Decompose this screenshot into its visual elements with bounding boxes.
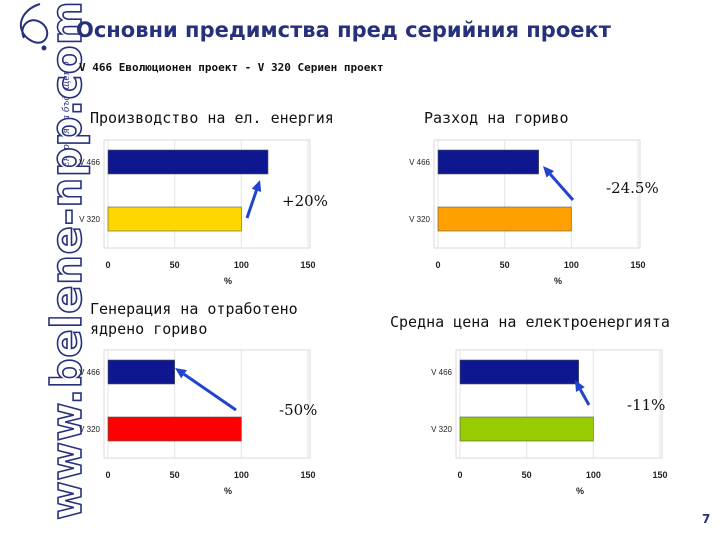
page-number: 7 (702, 512, 711, 526)
x-tick-label: 150 (300, 260, 315, 270)
bar-v320 (437, 206, 572, 232)
chart-average-electricity-price: 0 50 100 150% V 466 V 320 (431, 349, 668, 496)
company-logo-icon (19, 3, 49, 51)
x-axis-label: % (224, 486, 232, 496)
change-label-spent-fuel: -50% (279, 401, 318, 419)
plot-frame (103, 139, 311, 249)
chart-fuel-consumption: 0 50 100 150% V 466 V 320 (409, 139, 646, 286)
slide-subtitle: V 466 Еволюционен проект - V 320 Сериен … (79, 61, 384, 74)
heading-average-electricity-price: Средна цена на електроенергията (390, 313, 670, 331)
bar-v466 (107, 149, 269, 175)
x-tick-label: 150 (630, 260, 645, 270)
bar-v466 (437, 149, 539, 175)
category-label: V 466 (79, 158, 100, 167)
arrow-icon (175, 368, 237, 412)
arrow-icon (543, 166, 575, 201)
x-tick-label: 100 (564, 260, 579, 270)
category-label: V 320 (431, 425, 452, 434)
plot-frame (103, 349, 311, 459)
x-axis-label: % (224, 276, 232, 286)
x-tick-label: 50 (522, 470, 532, 480)
x-tick-label: 150 (652, 470, 667, 480)
plot-frame (433, 139, 641, 249)
x-tick-label: 0 (457, 470, 462, 480)
change-label-fuel: -24.5% (606, 179, 659, 197)
x-tick-label: 50 (170, 470, 180, 480)
x-axis-label: % (576, 486, 584, 496)
x-tick-label: 0 (105, 260, 110, 270)
category-label: V 466 (431, 368, 452, 377)
category-label: V 466 (409, 158, 430, 167)
heading-spent-fuel-generation: Генерация на отработено ядрено гориво (90, 300, 298, 338)
bar-v466 (459, 359, 579, 385)
category-label: V 466 (79, 368, 100, 377)
bar-v320 (107, 416, 242, 442)
x-axis-label: % (554, 276, 562, 286)
category-label: V 320 (79, 425, 100, 434)
category-label: V 320 (409, 215, 430, 224)
category-label: V 320 (79, 215, 100, 224)
arrow-icon (245, 180, 262, 219)
plot-frame (455, 349, 663, 459)
chart-electricity-production: 0 50 100 150% V 466 V 320 (79, 139, 316, 286)
x-tick-label: 50 (500, 260, 510, 270)
heading-electricity-production: Производство на ел. енергия (90, 109, 334, 127)
sidebar: Енергия за бъдещето www.belene-npp.com (0, 0, 92, 540)
slide-title: Основни предимства пред серийния проект (76, 18, 611, 42)
x-tick-label: 0 (105, 470, 110, 480)
x-tick-label: 0 (435, 260, 440, 270)
x-tick-label: 100 (234, 260, 249, 270)
arrow-icon (575, 380, 591, 406)
x-tick-label: 100 (234, 470, 249, 480)
x-tick-label: 150 (300, 470, 315, 480)
bar-v466 (107, 359, 175, 385)
bar-v320 (107, 206, 242, 232)
change-label-price: -11% (627, 396, 666, 414)
heading-fuel-consumption: Разход на гориво (424, 109, 569, 127)
x-tick-label: 50 (170, 260, 180, 270)
x-tick-label: 100 (586, 470, 601, 480)
change-label-electricity: +20% (282, 192, 328, 210)
bar-v320 (459, 416, 594, 442)
chart-spent-fuel-generation: 0 50 100 150% V 466 V 320 (79, 349, 316, 496)
